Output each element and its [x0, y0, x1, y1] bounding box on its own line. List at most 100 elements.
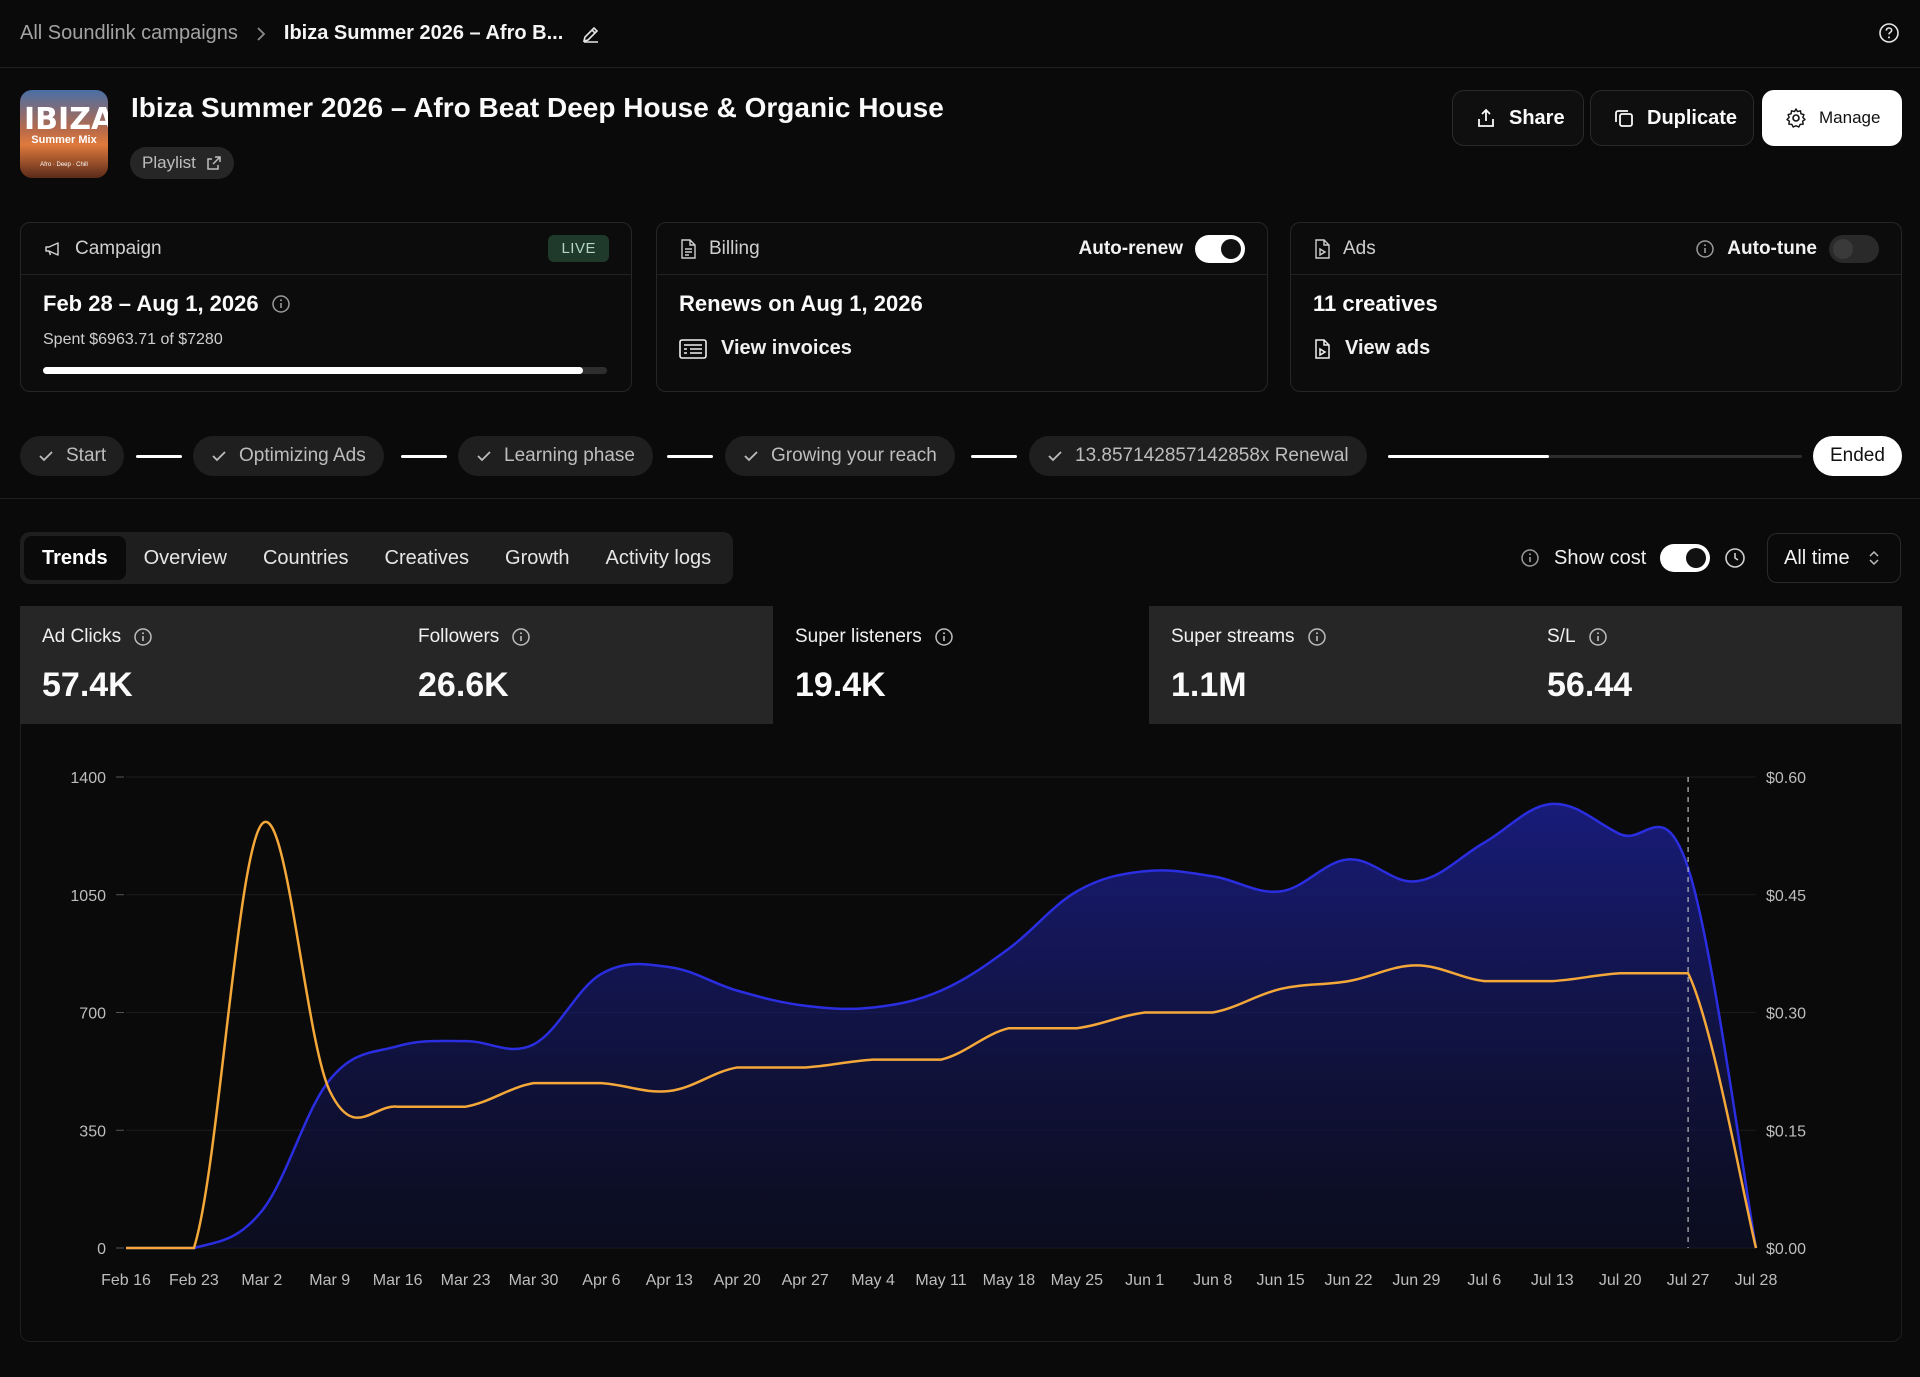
share-button[interactable]: Share: [1452, 90, 1584, 146]
megaphone-icon: [43, 239, 63, 259]
metric-label: Followers: [418, 626, 500, 647]
chart-panel: [20, 724, 1902, 1342]
metric-group-left: [20, 606, 773, 724]
breadcrumb-current: Ibiza Summer 2026 – Afro B...: [283, 22, 564, 44]
playlist-link[interactable]: Playlist: [130, 147, 234, 179]
info-icon[interactable]: [511, 627, 531, 647]
metric-value: 56.44: [1547, 666, 1633, 704]
billing-card-header: Billing Auto-renew: [657, 223, 1267, 275]
tab-growth[interactable]: Growth: [505, 546, 570, 569]
cover-title: IBIZA: [24, 102, 108, 137]
y-tick-label: 350: [79, 1123, 106, 1140]
auto-tune-toggle[interactable]: [1829, 234, 1879, 263]
y-tick-label: 0: [97, 1241, 106, 1258]
cover-subtitle: Summer Mix: [31, 134, 97, 146]
step-growing-reach: Growing your reach: [725, 436, 955, 476]
metric-label: Ad Clicks: [42, 626, 122, 647]
check-icon: [38, 449, 54, 463]
creatives-count: 11 creatives: [1313, 291, 1438, 316]
step-connector: [401, 455, 447, 458]
x-tick-label: Jul 20: [1599, 1272, 1642, 1289]
campaign-card: Campaign LIVE Feb 28 – Aug 1, 2026 Spent…: [20, 222, 632, 392]
duplicate-button[interactable]: Duplicate: [1590, 90, 1754, 146]
pencil-icon[interactable]: [581, 24, 601, 44]
tab-creatives[interactable]: Creatives: [384, 546, 470, 569]
campaign-spent: Spent $6963.71 of $7280: [43, 331, 223, 348]
info-icon[interactable]: [934, 627, 954, 647]
renews-text: Renews on Aug 1, 2026: [679, 291, 923, 316]
clock-icon[interactable]: [1724, 547, 1746, 569]
x-tick-label: May 11: [915, 1272, 966, 1289]
y-tick-label: 700: [79, 1006, 106, 1023]
check-icon: [743, 449, 759, 463]
tab-overview[interactable]: Overview: [143, 546, 227, 569]
metric-super-streams[interactable]: Super streams 1.1M: [1149, 606, 1525, 724]
check-icon: [476, 449, 492, 463]
info-icon[interactable]: [271, 294, 291, 314]
metric-value: 26.6K: [418, 666, 509, 704]
x-tick-label: Apr 20: [714, 1272, 761, 1289]
x-tick-label: Feb 23: [169, 1272, 219, 1289]
final-step-progress: [1388, 455, 1550, 458]
info-icon[interactable]: [1588, 627, 1608, 647]
budget-progress-fill: [43, 367, 583, 374]
tab-countries[interactable]: Countries: [262, 546, 349, 569]
step-learning-phase: Learning phase: [458, 436, 653, 476]
x-tick-label: Jun 15: [1257, 1272, 1305, 1289]
view-ads-link[interactable]: View ads: [1313, 337, 1430, 360]
gear-icon: [1785, 107, 1807, 129]
metric-label: S/L: [1547, 626, 1576, 647]
tab-trends[interactable]: Trends: [24, 536, 126, 580]
trends-chart[interactable]: 0 350 700 1050 1400 $0.00 $0.15 $0.30 $0.45 $0.60…: [0, 724, 1920, 1344]
file-play-icon: [1313, 338, 1331, 359]
check-icon: [211, 449, 227, 463]
billing-card-title: Billing: [709, 237, 760, 259]
campaign-dates-text: Feb 28 – Aug 1, 2026: [43, 291, 259, 316]
status-badge: LIVE: [548, 235, 609, 262]
x-tick-label: Jul 28: [1735, 1272, 1778, 1289]
manage-button[interactable]: Manage: [1762, 90, 1902, 146]
auto-renew-toggle[interactable]: [1195, 234, 1245, 263]
metric-s-l[interactable]: S/L 56.44: [1525, 606, 1902, 724]
x-tick-label: Jun 22: [1324, 1272, 1372, 1289]
playlist-label: Playlist: [142, 153, 196, 172]
metric-group-right: [1149, 606, 1902, 724]
time-range-select[interactable]: All time: [1767, 533, 1901, 583]
step-label: Growing your reach: [771, 445, 937, 466]
invoice-icon: [679, 338, 707, 359]
check-icon: [1047, 449, 1063, 463]
step-label: Start: [66, 445, 107, 466]
view-invoices-label: View invoices: [721, 337, 852, 359]
step-connector: [136, 455, 182, 458]
metric-followers[interactable]: Followers 26.6K: [396, 606, 773, 724]
info-icon[interactable]: [1520, 548, 1540, 568]
metric-ad-clicks[interactable]: Ad Clicks 57.4K: [20, 606, 396, 724]
metric-label: Super listeners: [795, 626, 922, 647]
view-invoices-link[interactable]: View invoices: [679, 337, 852, 360]
y2-tick-label: $0.15: [1766, 1123, 1806, 1140]
step-label: Optimizing Ads: [239, 445, 366, 466]
duplicate-icon: [1613, 107, 1635, 129]
info-icon[interactable]: [1307, 627, 1327, 647]
metric-value: 19.4K: [795, 666, 886, 704]
breadcrumb-parent-link[interactable]: All Soundlink campaigns: [20, 22, 238, 44]
info-icon[interactable]: [133, 627, 153, 647]
info-icon[interactable]: [1695, 239, 1715, 259]
x-tick-label: Jun 1: [1125, 1272, 1164, 1289]
tab-activity-logs[interactable]: Activity logs: [605, 546, 712, 569]
time-range-value: All time: [1784, 546, 1850, 569]
show-cost-toggle[interactable]: [1660, 544, 1711, 572]
help-icon[interactable]: [1878, 22, 1900, 44]
auto-renew-label: Auto-renew: [1078, 237, 1184, 259]
step-optimizing-ads: Optimizing Ads: [193, 436, 384, 476]
metric-super-listeners[interactable]: Super listeners 19.4K: [773, 606, 1149, 724]
metric-label: Super streams: [1171, 626, 1295, 647]
step-connector: [667, 455, 713, 458]
campaign-card-header: Campaign LIVE: [21, 223, 631, 275]
step-ended[interactable]: Ended: [1813, 436, 1902, 476]
step-label: 13.857142857142858x Renewal: [1075, 445, 1349, 466]
page-title: Ibiza Summer 2026 – Afro Beat Deep House…: [131, 92, 944, 123]
campaign-card-title: Campaign: [75, 237, 162, 259]
series-area-fill: [126, 803, 1756, 1248]
external-link-icon: [206, 155, 222, 171]
